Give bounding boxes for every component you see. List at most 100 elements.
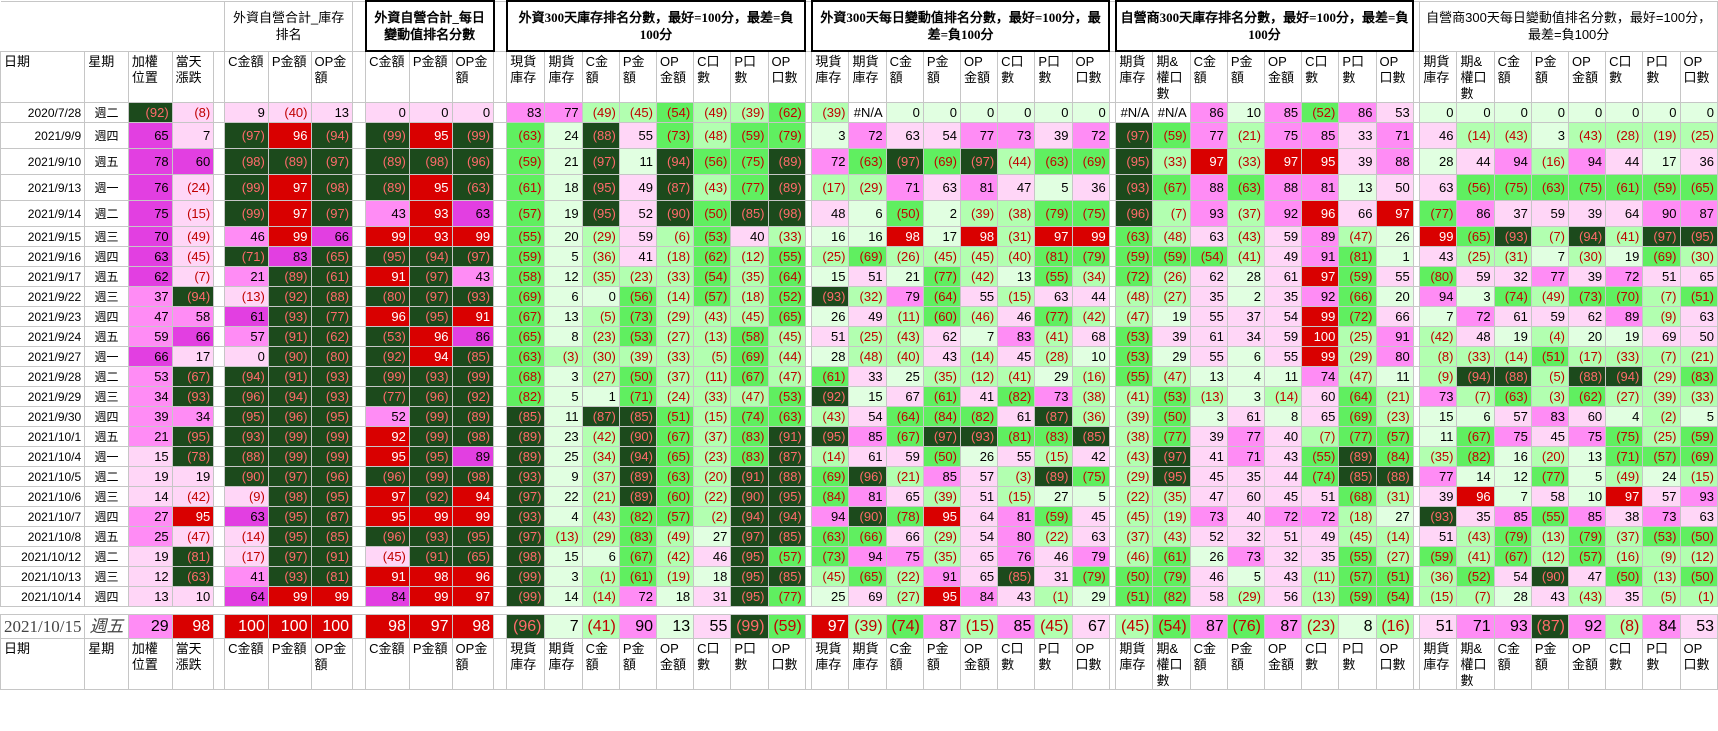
score-cell[interactable]: (84) — [922, 406, 962, 427]
score-cell[interactable]: 68 — [1071, 326, 1110, 347]
score-cell[interactable]: (16) — [1530, 148, 1570, 175]
row-date[interactable]: 2021/10/5 — [0, 466, 86, 487]
score-cell[interactable]: 71 — [1375, 122, 1414, 149]
score-cell[interactable]: (54) — [1189, 246, 1228, 267]
score-cell[interactable]: 12 — [544, 266, 583, 287]
score-cell[interactable]: (27) — [1375, 546, 1414, 567]
score-cell[interactable]: (41) — [1226, 246, 1266, 267]
score-cell[interactable]: 52 — [1189, 526, 1228, 547]
spacer-cell[interactable] — [1456, 606, 1495, 615]
score-cell[interactable]: 72 — [848, 122, 887, 149]
score-cell[interactable]: 19 — [1605, 246, 1644, 267]
column-header[interactable]: C口數 — [997, 50, 1036, 103]
score-cell[interactable]: 13 — [1567, 446, 1607, 467]
group-title-g7[interactable]: 自營商300天每日變動值排名分數，最好=100分，最差=負100分 — [1419, 0, 1718, 52]
score-cell[interactable]: (55) — [1034, 266, 1073, 287]
score-cell[interactable]: 98 — [408, 566, 453, 587]
row-weekday[interactable]: 週一 — [84, 446, 129, 467]
score-cell[interactable]: (47) — [1152, 366, 1191, 387]
score-cell[interactable]: 28 — [1419, 148, 1458, 175]
score-cell[interactable]: (33) — [1152, 148, 1191, 175]
column-gap[interactable] — [493, 406, 507, 427]
score-cell[interactable]: (62) — [1567, 386, 1607, 407]
score-cell[interactable]: 13 — [310, 102, 354, 123]
header-blank[interactable] — [128, 0, 173, 52]
score-cell[interactable]: (63) — [848, 148, 887, 175]
score-cell[interactable]: (39) — [811, 102, 850, 123]
score-cell[interactable]: (12) — [959, 366, 999, 387]
score-cell[interactable]: (69) — [730, 346, 769, 367]
spacer-cell[interactable] — [1494, 606, 1532, 615]
score-cell[interactable]: (77) — [767, 586, 806, 607]
row-weekday[interactable]: 週四 — [84, 122, 129, 149]
column-gap[interactable] — [213, 446, 225, 467]
score-cell[interactable]: (80) — [365, 286, 410, 307]
score-cell[interactable]: 17 — [171, 346, 215, 367]
score-cell[interactable]: (37) — [1115, 526, 1154, 547]
score-cell[interactable]: 52 — [618, 200, 658, 227]
score-cell[interactable]: (63) — [1226, 174, 1266, 201]
score-cell[interactable]: 73 — [1226, 546, 1266, 567]
score-cell[interactable]: (65) — [1456, 226, 1495, 247]
score-cell[interactable]: 63 — [1189, 226, 1228, 247]
score-cell[interactable]: 72 — [1301, 506, 1340, 527]
score-cell[interactable]: (35) — [922, 546, 962, 567]
score-cell[interactable]: (99) — [310, 446, 354, 467]
score-cell[interactable]: (25) — [1456, 246, 1495, 267]
spacer-cell[interactable] — [452, 606, 494, 615]
score-cell[interactable]: 94 — [1493, 148, 1532, 175]
column-footer-header[interactable]: OP金額 — [1567, 638, 1607, 690]
score-cell[interactable]: 60 — [1567, 406, 1607, 427]
score-cell[interactable]: (79) — [1071, 246, 1110, 267]
score-cell[interactable]: 53 — [1679, 614, 1718, 639]
score-cell[interactable]: (33) — [1456, 346, 1495, 367]
score-cell[interactable]: (1) — [1679, 586, 1718, 607]
score-cell[interactable]: (96) — [408, 386, 453, 407]
score-cell[interactable]: (93) — [408, 366, 453, 387]
column-header[interactable]: C金額 — [224, 50, 269, 103]
score-cell[interactable]: 39 — [1338, 148, 1377, 175]
score-cell[interactable]: 0 — [1679, 102, 1718, 123]
score-cell[interactable]: 10 — [171, 586, 215, 607]
score-cell[interactable]: (45) — [1034, 614, 1073, 639]
score-cell[interactable]: 21 — [224, 266, 269, 287]
score-cell[interactable]: (82) — [1152, 586, 1191, 607]
score-cell[interactable]: 64 — [1605, 200, 1644, 227]
column-footer-header[interactable]: P金額 — [618, 638, 658, 690]
score-cell[interactable]: (42) — [1419, 326, 1458, 347]
column-gap[interactable] — [213, 406, 225, 427]
score-cell[interactable]: (63) — [1493, 386, 1532, 407]
score-cell[interactable]: 97 — [1189, 148, 1228, 175]
score-cell[interactable]: 7 — [1419, 306, 1458, 327]
score-cell[interactable]: (59) — [767, 614, 806, 639]
score-cell[interactable]: (49) — [1605, 466, 1644, 487]
score-cell[interactable]: (85) — [1071, 426, 1110, 447]
column-footer-header[interactable]: 日期 — [0, 638, 86, 690]
spacer-cell[interactable] — [1338, 606, 1377, 615]
spacer-cell[interactable] — [128, 606, 173, 615]
score-cell[interactable]: (99) — [310, 426, 354, 447]
score-cell[interactable]: (61) — [506, 174, 546, 201]
group-title-g2[interactable]: 外資自營合計_庫存排名 — [224, 0, 354, 52]
score-cell[interactable]: 19 — [1605, 326, 1644, 347]
score-cell[interactable]: 94 — [811, 506, 850, 527]
score-cell[interactable]: (20) — [693, 466, 732, 487]
score-cell[interactable]: (94) — [310, 122, 354, 149]
score-cell[interactable]: (16) — [1071, 366, 1110, 387]
score-cell[interactable]: 63 — [1679, 306, 1718, 327]
row-date[interactable]: 2021/9/9 — [0, 122, 86, 149]
score-cell[interactable]: (44) — [767, 346, 806, 367]
score-cell[interactable]: (93) — [959, 426, 999, 447]
score-cell[interactable]: 50 — [1375, 174, 1414, 201]
score-cell[interactable]: 63 — [1419, 174, 1458, 201]
row-date[interactable]: 2021/9/16 — [0, 246, 86, 267]
score-cell[interactable]: 3 — [811, 122, 850, 149]
score-cell[interactable]: (99) — [730, 614, 769, 639]
score-cell[interactable]: 73 — [1189, 506, 1228, 527]
score-cell[interactable]: (99) — [267, 446, 312, 467]
score-cell[interactable]: (3) — [997, 466, 1036, 487]
row-weekday[interactable]: 週五 — [84, 148, 129, 175]
score-cell[interactable]: (27) — [1152, 286, 1191, 307]
score-cell[interactable]: (39) — [618, 346, 658, 367]
score-cell[interactable]: 98 — [171, 614, 215, 639]
